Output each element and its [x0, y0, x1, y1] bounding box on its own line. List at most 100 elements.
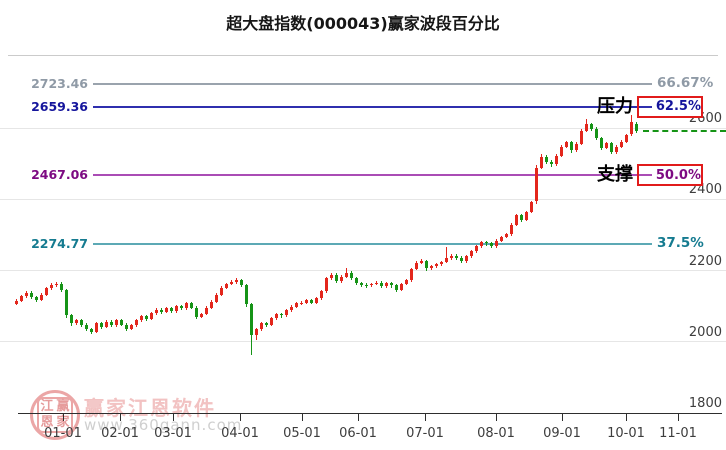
level-percent-label: 37.5% — [657, 234, 704, 251]
x-axis-tick — [425, 414, 426, 421]
candle — [595, 128, 598, 138]
candle — [400, 284, 403, 290]
x-axis-label: 07-01 — [406, 426, 444, 441]
candle — [510, 224, 513, 235]
candle — [150, 313, 153, 319]
candle — [620, 141, 623, 147]
level-percent-label: 62.5% — [655, 99, 701, 115]
candle — [185, 303, 188, 309]
x-axis-label: 08-01 — [477, 426, 515, 441]
gridline — [0, 270, 726, 271]
candle — [570, 142, 573, 151]
candle — [625, 135, 628, 142]
candle — [190, 303, 193, 308]
candle — [250, 304, 253, 336]
level-percent-label: 66.67% — [657, 75, 714, 92]
candle — [120, 320, 123, 325]
candle — [35, 297, 38, 300]
candle — [230, 281, 233, 285]
candle — [390, 283, 393, 286]
candle — [300, 302, 303, 304]
candle — [160, 309, 163, 312]
candle — [40, 294, 43, 300]
candle-wick — [446, 246, 447, 264]
candle — [445, 258, 448, 262]
level-percent-box: 50.0% — [637, 164, 703, 187]
candle — [610, 142, 613, 153]
candle — [425, 261, 428, 269]
candle — [410, 269, 413, 281]
candle — [340, 276, 343, 282]
candle — [55, 283, 58, 285]
x-axis-line — [18, 413, 722, 414]
x-axis-tick — [626, 414, 627, 421]
candle — [460, 257, 463, 262]
candle — [30, 292, 33, 298]
candle — [550, 161, 553, 165]
level-line — [93, 174, 637, 177]
candle — [270, 318, 273, 325]
level-side-label: 压力 — [597, 95, 633, 117]
x-axis-tick — [496, 414, 497, 421]
candle — [310, 300, 313, 303]
candle — [45, 288, 48, 295]
level-dash — [639, 105, 652, 108]
x-axis-tick — [302, 414, 303, 421]
candle — [495, 240, 498, 247]
candle — [20, 296, 23, 301]
candle — [350, 272, 353, 279]
level-percent-box: 62.5% — [637, 95, 703, 118]
candle — [285, 310, 288, 316]
candle — [330, 274, 333, 279]
candle — [180, 306, 183, 309]
candle — [475, 246, 478, 252]
candle — [75, 320, 78, 324]
candle — [630, 122, 633, 135]
candle — [275, 313, 278, 319]
candle — [470, 251, 473, 257]
candle — [315, 298, 318, 303]
candle — [535, 167, 538, 202]
level-percent-label: 50.0% — [655, 167, 701, 183]
level-price-label: 2274.77 — [31, 235, 88, 251]
candle — [245, 284, 248, 305]
candle — [485, 242, 488, 244]
candle — [290, 306, 293, 311]
candle — [395, 285, 398, 290]
candle — [205, 307, 208, 314]
candle — [295, 303, 298, 307]
candle — [145, 316, 148, 319]
candle — [405, 280, 408, 285]
candle — [135, 320, 138, 326]
candle — [435, 264, 438, 267]
candle — [540, 156, 543, 168]
candle — [375, 282, 378, 285]
chart-title: 超大盘指数(000043)赢家波段百分比 — [226, 14, 500, 33]
candle — [520, 214, 523, 220]
candle — [80, 320, 83, 325]
last-close-dashed-line — [643, 130, 726, 133]
level-dash — [639, 174, 652, 177]
candle — [200, 313, 203, 317]
candle — [575, 143, 578, 151]
seal-char: 恩 — [40, 415, 54, 430]
candle — [490, 243, 493, 247]
candle — [50, 284, 53, 289]
x-axis-tick — [240, 414, 241, 421]
candle — [545, 156, 548, 162]
candle — [415, 262, 418, 270]
gridline — [0, 127, 726, 129]
candle — [515, 214, 518, 225]
candle — [600, 137, 603, 148]
candle — [130, 325, 133, 329]
candle — [465, 256, 468, 262]
candle — [65, 290, 68, 316]
candle — [235, 280, 238, 282]
watermark-brand-text: 赢家江恩软件 — [84, 396, 216, 420]
x-axis-label: 09-01 — [543, 426, 581, 441]
x-axis-label: 11-01 — [659, 426, 697, 441]
candle — [195, 307, 198, 317]
gridline — [0, 198, 726, 200]
x-axis-tick — [63, 414, 64, 421]
